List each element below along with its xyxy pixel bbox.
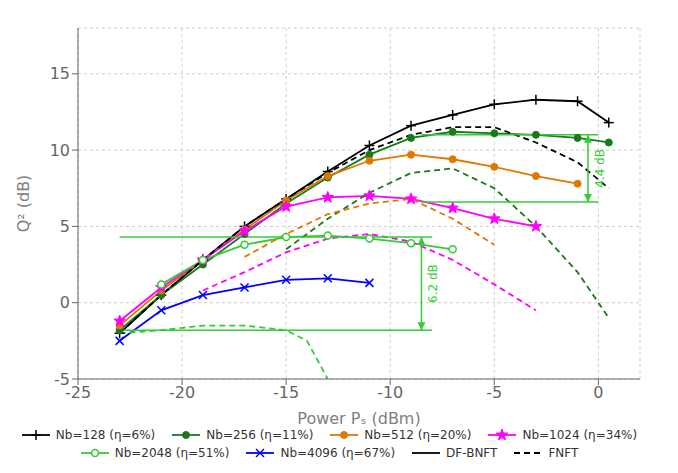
svg-text:0: 0: [60, 293, 70, 312]
svg-text:4.4 dB: 4.4 dB: [593, 149, 607, 188]
html-text:FNFT: FNFT: [548, 446, 579, 460]
svg-text:10: 10: [50, 141, 70, 160]
html-text:Nb=1024 (η=34%): Nb=1024 (η=34%): [522, 428, 638, 442]
svg-text:0: 0: [593, 383, 603, 402]
svg-text:-20: -20: [169, 383, 195, 402]
svg-text:15: 15: [50, 64, 70, 83]
html-text:Nb=128 (η=6%): Nb=128 (η=6%): [55, 428, 156, 442]
svg-text:-5: -5: [486, 383, 502, 402]
svg-text:Q² (dB): Q² (dB): [14, 175, 33, 233]
svg-text:-5: -5: [54, 370, 70, 389]
html-text:Nb=512 (η=20%): Nb=512 (η=20%): [364, 428, 472, 442]
html-text:Nb=2048 (η=51%): Nb=2048 (η=51%): [114, 446, 230, 460]
html-text:DF-BNFT: DF-BNFT: [446, 446, 498, 460]
svg-text:-15: -15: [273, 383, 299, 402]
svg-text:6.2 dB: 6.2 dB: [426, 264, 440, 303]
html-text:Nb=4096 (η=67%): Nb=4096 (η=67%): [280, 446, 396, 460]
svg-text:-25: -25: [64, 383, 92, 403]
svg-text:Power Pₛ (dBm): Power Pₛ (dBm): [297, 409, 420, 428]
svg-text:-10: -10: [377, 383, 403, 402]
html-text:Nb=256 (η=11%): Nb=256 (η=11%): [206, 428, 314, 442]
svg-text:5: 5: [60, 217, 70, 236]
